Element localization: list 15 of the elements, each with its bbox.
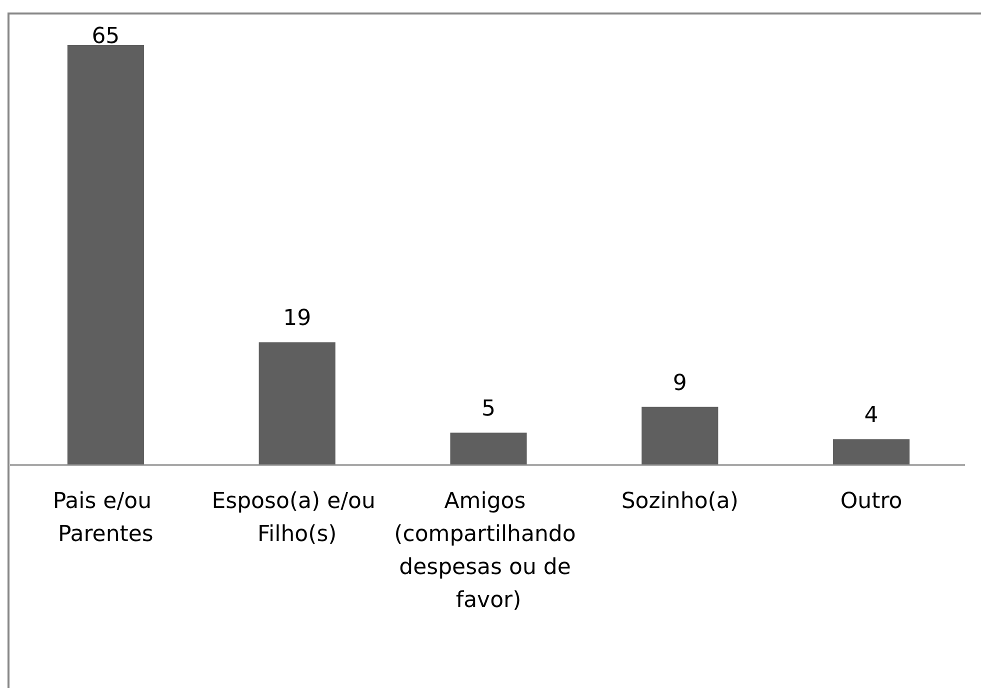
data-label: 19 xyxy=(283,306,312,332)
x-tick-label: Amigos (compartilhando despesas ou de favor) xyxy=(394,489,583,613)
x-tick-label: Sozinho(a) xyxy=(621,489,738,514)
bar xyxy=(67,45,144,465)
x-tick-label: Esposo(a) e/ou Filho(s) xyxy=(212,489,382,547)
x-tick-label: Pais e/ou Parentes xyxy=(52,489,159,547)
data-label: 4 xyxy=(864,403,878,428)
data-label: 9 xyxy=(672,370,687,396)
data-label: 5 xyxy=(482,396,496,422)
data-label: 65 xyxy=(92,24,120,49)
bar xyxy=(642,406,718,465)
bar xyxy=(450,432,527,465)
x-tick-label: Outro xyxy=(840,489,902,514)
bar xyxy=(258,342,336,465)
bar xyxy=(833,439,910,465)
